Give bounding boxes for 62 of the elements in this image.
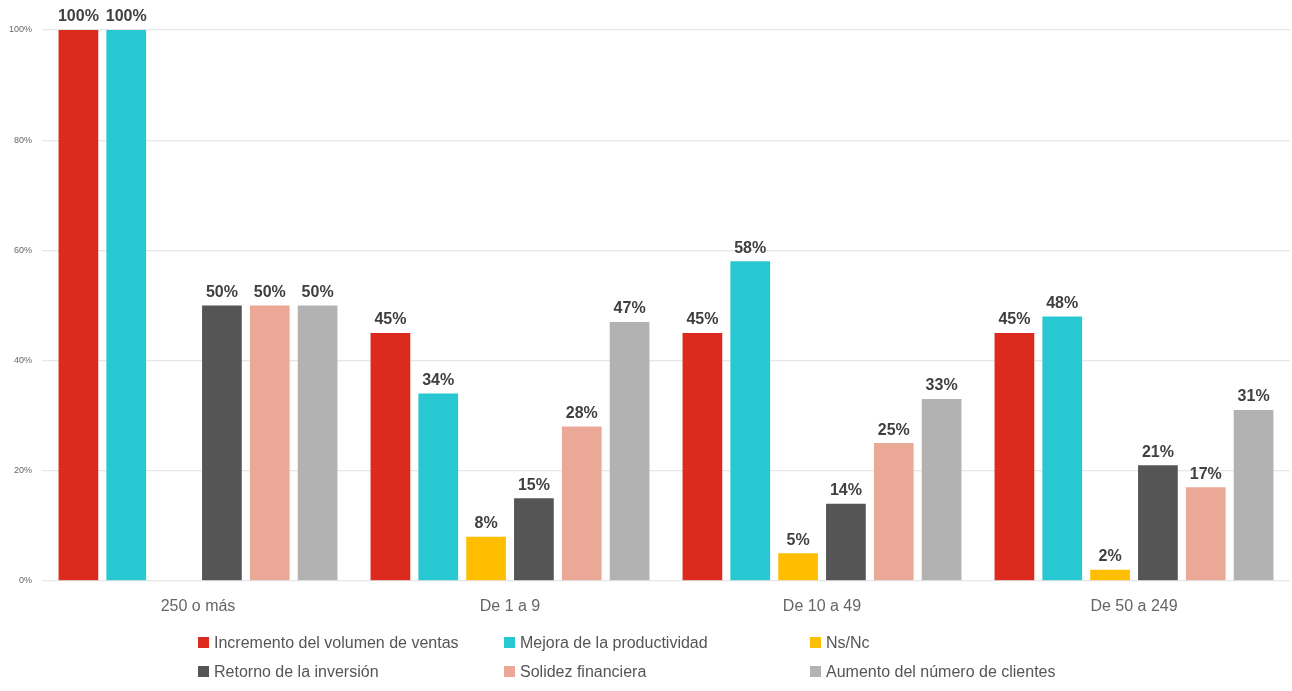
data-label: 47% bbox=[613, 299, 646, 317]
y-tick-label: 0% bbox=[18, 575, 32, 586]
bar bbox=[873, 443, 914, 581]
legend-label: Ns/Nc bbox=[826, 633, 870, 652]
data-label: 25% bbox=[877, 420, 910, 438]
data-label: 50% bbox=[253, 282, 286, 300]
y-tick-label: 20% bbox=[13, 465, 32, 476]
data-label: 2% bbox=[1098, 547, 1122, 565]
bar bbox=[466, 536, 506, 581]
data-label: 15% bbox=[517, 475, 550, 493]
x-tick-label: De 1 a 9 bbox=[479, 596, 541, 614]
bar bbox=[418, 393, 459, 581]
bar bbox=[561, 426, 602, 581]
bar bbox=[682, 332, 723, 581]
data-label: 48% bbox=[1046, 293, 1079, 311]
data-label: 21% bbox=[1141, 442, 1174, 460]
data-label: 50% bbox=[205, 282, 238, 300]
x-tick-label: De 50 a 249 bbox=[1090, 596, 1178, 614]
bar bbox=[609, 321, 650, 581]
data-label: 58% bbox=[734, 238, 767, 256]
bar bbox=[58, 30, 99, 581]
data-label: 17% bbox=[1189, 464, 1222, 482]
data-label: 45% bbox=[374, 310, 407, 328]
data-label: 28% bbox=[565, 403, 598, 421]
data-label: 5% bbox=[786, 530, 810, 548]
data-label: 8% bbox=[474, 514, 498, 532]
legend-label: Incremento del volumen de ventas bbox=[214, 633, 459, 652]
legend-label: Solidez financiera bbox=[520, 662, 647, 681]
x-tick-label: 250 o más bbox=[160, 596, 236, 614]
bar bbox=[514, 498, 554, 581]
data-label: 100% bbox=[105, 7, 147, 25]
bar bbox=[1233, 410, 1274, 581]
bar bbox=[921, 399, 962, 581]
legend-label: Aumento del número de clientes bbox=[826, 662, 1056, 681]
bar bbox=[249, 305, 290, 581]
bar bbox=[826, 503, 866, 581]
data-label: 45% bbox=[686, 310, 719, 328]
bar bbox=[297, 305, 338, 581]
data-label: 100% bbox=[57, 7, 99, 25]
y-tick-label: 80% bbox=[13, 134, 32, 145]
bar bbox=[1090, 569, 1130, 581]
data-label: 31% bbox=[1237, 387, 1270, 405]
bar bbox=[1185, 487, 1226, 581]
data-label: 50% bbox=[301, 282, 334, 300]
y-tick-label: 40% bbox=[13, 354, 32, 365]
x-tick-label: De 10 a 49 bbox=[782, 596, 862, 614]
bar bbox=[1138, 465, 1178, 581]
data-label: 34% bbox=[422, 370, 455, 388]
data-label: 45% bbox=[998, 310, 1031, 328]
bar bbox=[202, 305, 242, 581]
bar bbox=[994, 332, 1035, 581]
bar bbox=[1042, 316, 1083, 581]
data-label: 33% bbox=[925, 376, 958, 394]
y-tick-label: 100% bbox=[8, 24, 32, 35]
legend-label: Mejora de la productividad bbox=[520, 633, 708, 652]
bar bbox=[370, 332, 411, 581]
bar bbox=[778, 553, 818, 581]
legend-label: Retorno de la inversión bbox=[214, 662, 379, 681]
y-tick-label: 60% bbox=[13, 244, 32, 255]
data-label: 14% bbox=[829, 481, 862, 499]
bar bbox=[730, 261, 771, 581]
bar bbox=[106, 30, 147, 581]
